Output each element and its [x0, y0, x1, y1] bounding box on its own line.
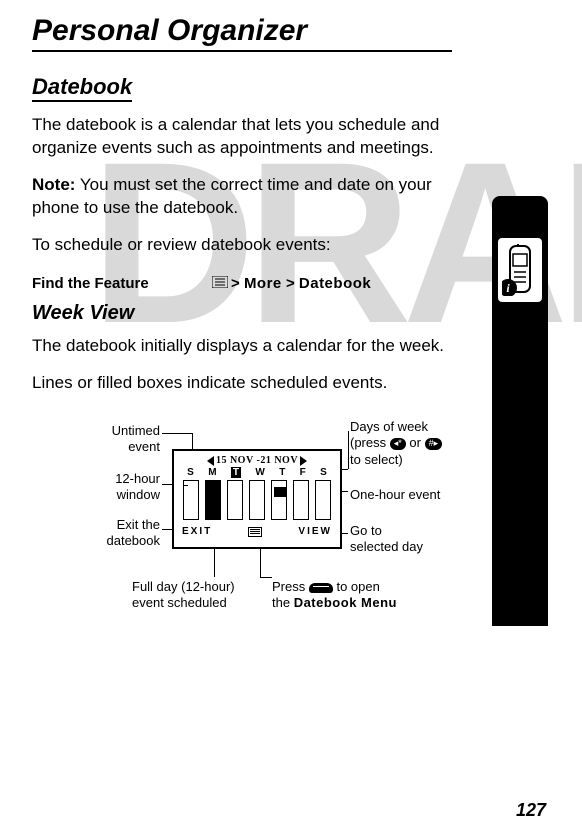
note-paragraph: Note: You must set the correct time and … [32, 174, 452, 220]
feature-path: > More > Datebook [212, 275, 371, 293]
callout-window: 12-hourwindow [60, 471, 160, 504]
day-m: M [208, 467, 216, 478]
press-menu: Datebook Menu [294, 595, 397, 610]
left-pill-icon: ◂* [390, 438, 406, 450]
section-heading: Datebook [32, 74, 132, 102]
press-b: to open [333, 579, 380, 594]
note-body: You must set the correct time and date o… [32, 175, 432, 217]
day-row: S M T W T F S [174, 467, 340, 478]
path-arrow1: > [231, 275, 244, 292]
side-tab: i [492, 196, 548, 626]
day-s2: S [320, 467, 327, 478]
page-title: Personal Organizer [32, 14, 452, 52]
note-label: Note: [32, 175, 75, 194]
day-t-highlight: T [231, 467, 241, 478]
nav-left-icon [207, 456, 214, 466]
softkey-row: EXIT VIEW [174, 526, 340, 537]
feature-row: Find the Feature > More > Datebook [32, 275, 452, 293]
date-range: 15 NOV -21 NOV [216, 455, 298, 466]
press-a: Press [272, 579, 309, 594]
day-t2: T [279, 467, 285, 478]
col-fri [293, 480, 309, 520]
callout-onehour: One-hour event [350, 487, 440, 503]
day-f: F [300, 467, 306, 478]
col-wed [249, 480, 265, 520]
feature-label: Find the Feature [32, 275, 212, 292]
callout-days-l2b: or [406, 435, 425, 450]
screen-header: 15 NOV -21 NOV [174, 451, 340, 466]
col-mon [205, 480, 221, 520]
day-s: S [187, 467, 194, 478]
right-pill-icon: #▸ [425, 438, 443, 450]
path-datebook: Datebook [299, 275, 371, 292]
menu-icon [212, 275, 228, 292]
col-thu [271, 480, 287, 520]
softkey-icon [309, 583, 333, 593]
line-press-h [260, 577, 272, 578]
nav-right-icon [300, 456, 307, 466]
schedule-line: To schedule or review datebook events: [32, 234, 452, 257]
path-more: More [244, 275, 282, 292]
col-sun [183, 480, 199, 520]
phone-icon-box: i [498, 238, 542, 302]
path-arrow2: > [282, 275, 299, 292]
callout-fullday: Full day (12-hour)event scheduled [132, 579, 235, 612]
callout-days: Days of week (press ◂* or #▸ to select) [350, 419, 442, 468]
callout-goto: Go toselected day [350, 523, 423, 556]
col-tue [227, 480, 243, 520]
col-sat [315, 480, 331, 520]
subsection-heading: Week View [32, 302, 452, 325]
press-c: the [272, 595, 294, 610]
callout-untimed: Untimedevent [60, 423, 160, 456]
softkey-view: VIEW [298, 526, 332, 537]
line-untimed [162, 433, 192, 434]
day-w: W [255, 467, 264, 478]
phone-screen: 15 NOV -21 NOV S M T W T F S [172, 449, 342, 549]
page-content: Personal Organizer Datebook The datebook… [0, 0, 484, 649]
page-number: 127 [516, 800, 546, 821]
sub-body-1: The datebook initially displays a calend… [32, 335, 452, 358]
line-days-v [348, 431, 349, 469]
softkey-exit: EXIT [182, 526, 212, 537]
callout-days-l3: to select) [350, 452, 403, 467]
callout-days-l2a: (press [350, 435, 390, 450]
week-columns [174, 480, 340, 520]
callout-days-l1: Days of week [350, 419, 428, 434]
menu-key-icon [248, 527, 262, 537]
callout-exit: Exit thedatebook [60, 517, 160, 550]
callout-press: Press to open the Datebook Menu [272, 579, 397, 612]
intro-paragraph: The datebook is a calendar that lets you… [32, 114, 452, 160]
sub-body-2: Lines or filled boxes indicate scheduled… [32, 372, 452, 395]
phone-icon: i [502, 244, 538, 296]
week-view-diagram: Untimedevent 12-hourwindow Exit thedateb… [32, 409, 462, 649]
